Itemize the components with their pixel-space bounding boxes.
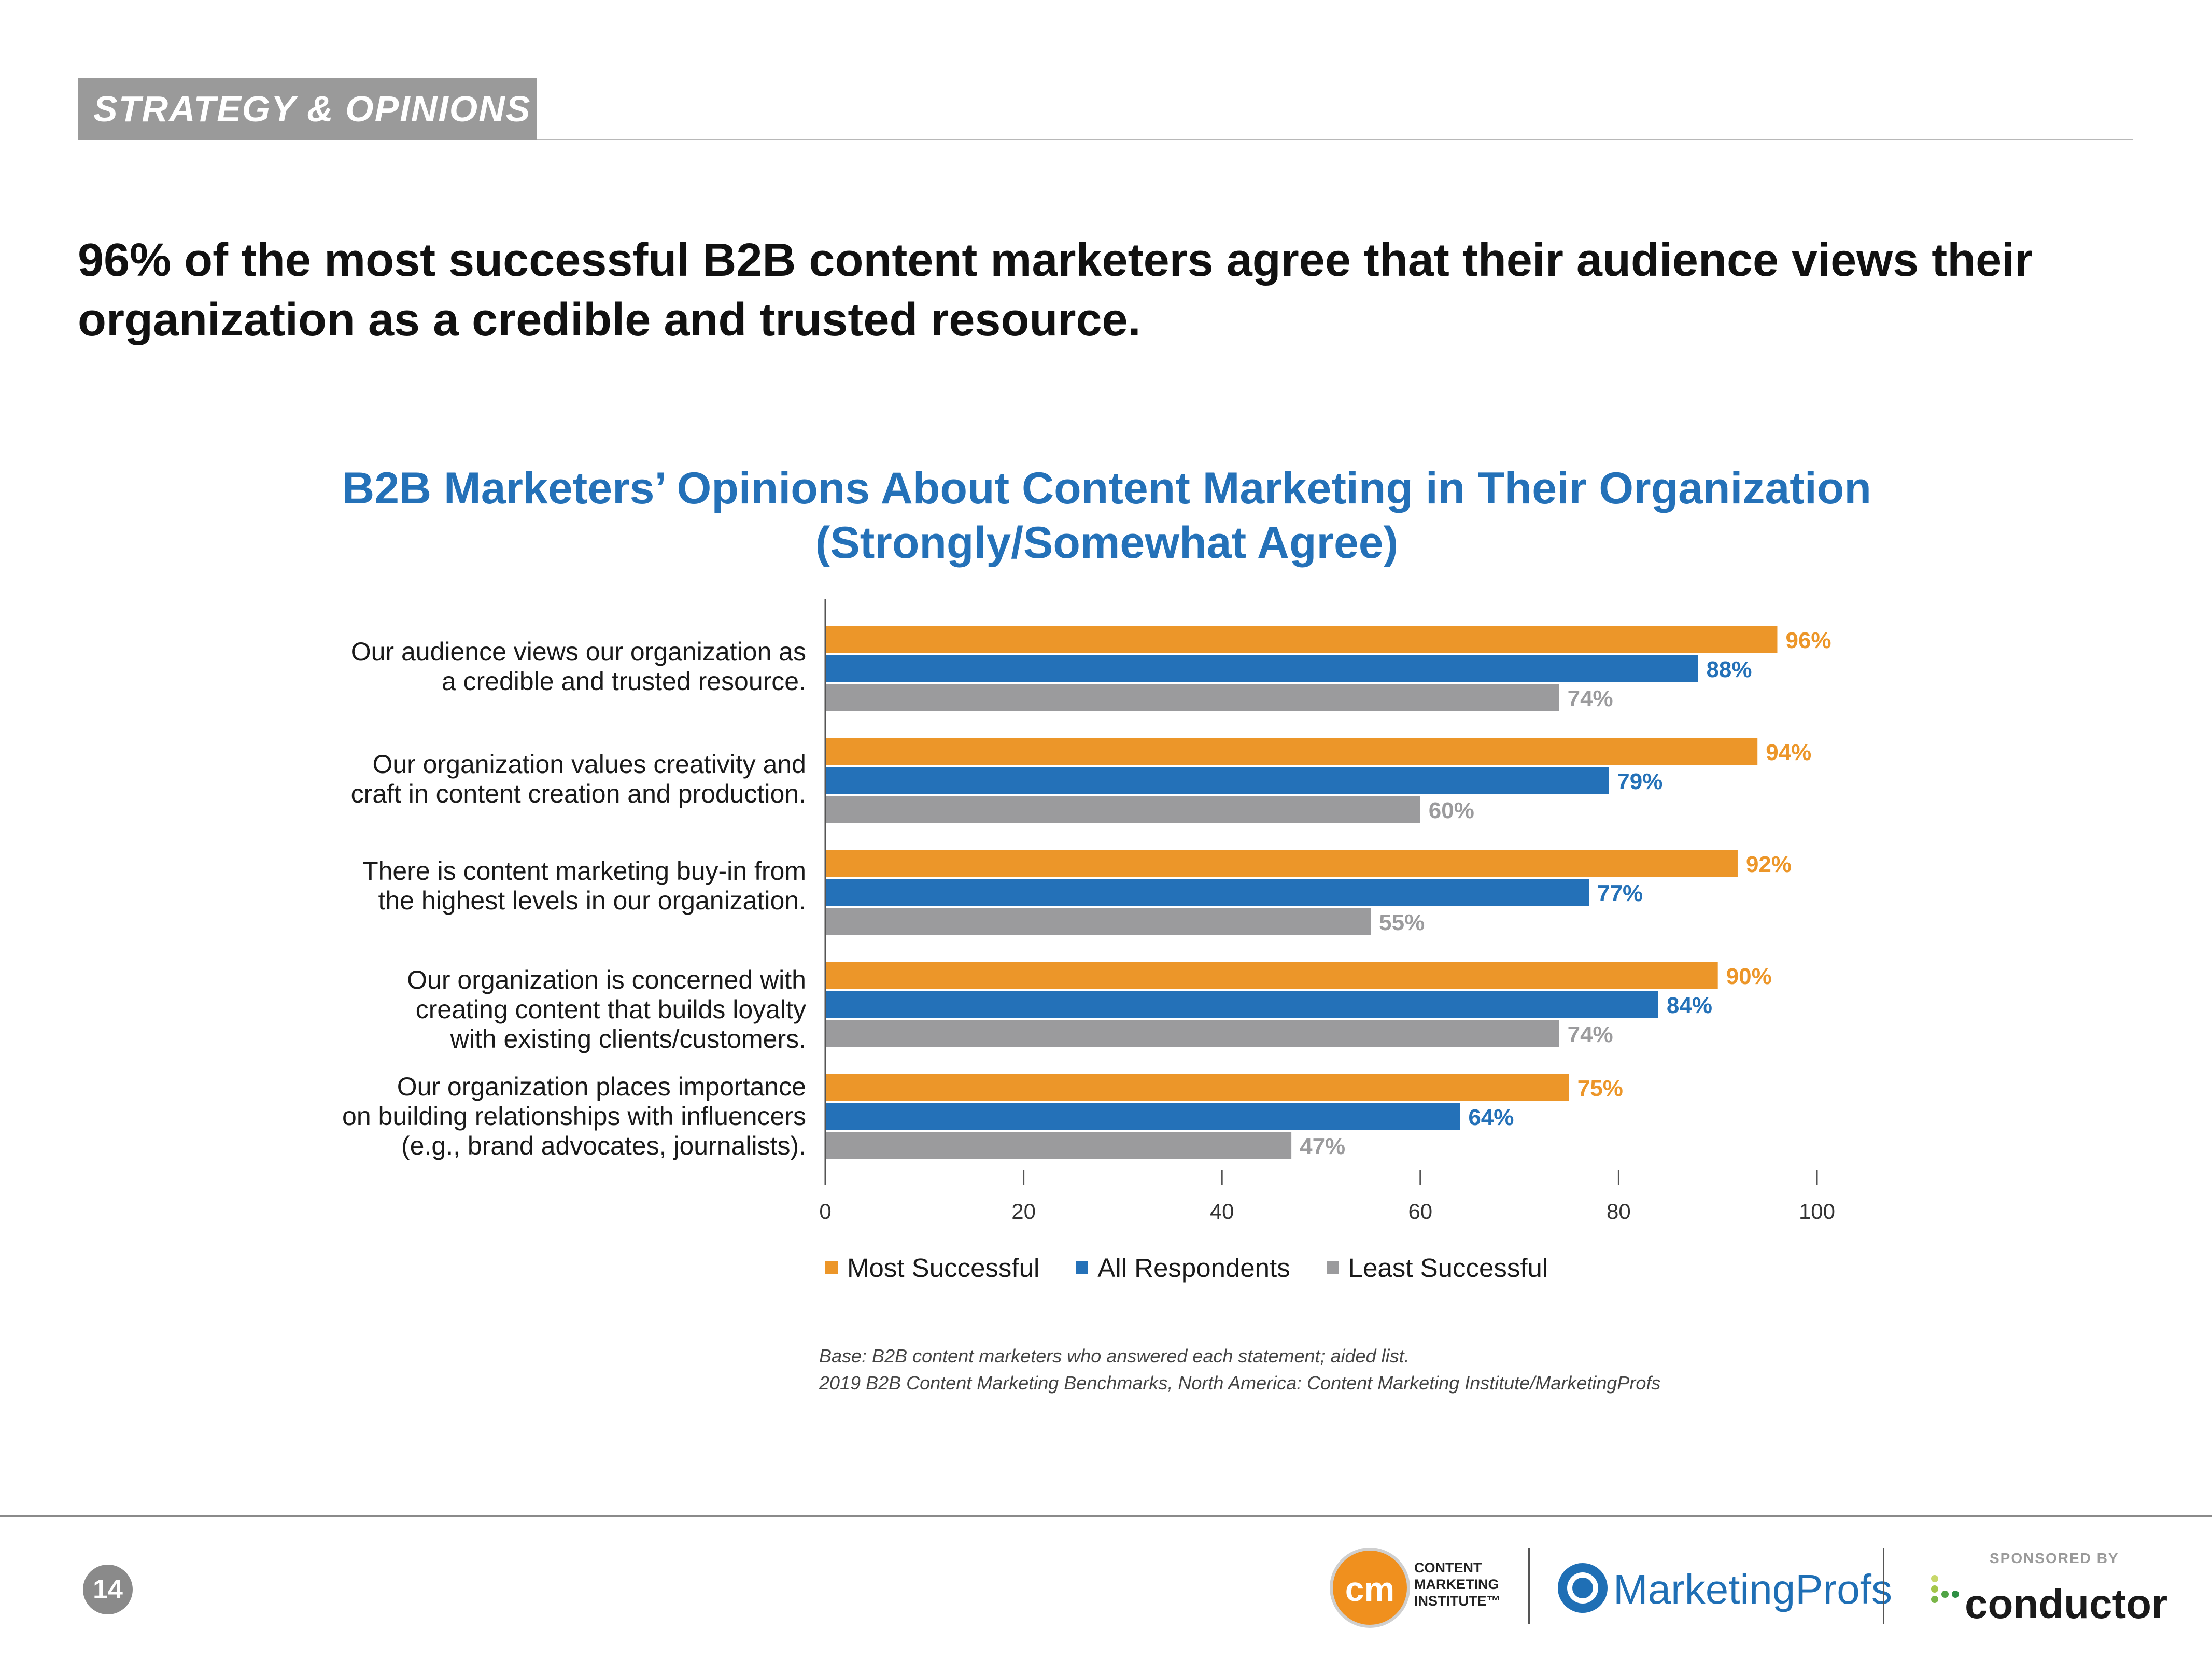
bar-chart: 96% 94% 92% 90% 75% 88% 79% 77% 84% 64% 74% 60% 55% 7…: [819, 599, 1835, 1224]
data-label: 79%: [1617, 769, 1662, 794]
category-label-line: Our organization values creativity and: [372, 750, 806, 779]
data-label: 47%: [1300, 1134, 1345, 1159]
conductor-logo-icon: [1931, 1571, 1962, 1612]
chart-title-block: B2B Marketers’ Opinions About Content Ma…: [290, 461, 1923, 570]
category-label-line: the highest levels in our organization.: [378, 886, 806, 915]
section-divider: [537, 139, 2133, 140]
conductor-dot: [1931, 1585, 1938, 1593]
section-tag: STRATEGY & OPINIONS: [78, 78, 537, 140]
bar: [825, 879, 1589, 906]
category-label-2: Our organization values creativity and c…: [207, 750, 806, 809]
data-label: 88%: [1706, 657, 1752, 682]
chart-title: B2B Marketers’ Opinions About Content Ma…: [342, 463, 1871, 513]
category-label-4: Our organization is concerned with creat…: [207, 965, 806, 1054]
marketingprofs-logo-icon: [1558, 1563, 1608, 1613]
conductor-dot: [1931, 1596, 1938, 1603]
bar: [825, 1103, 1460, 1130]
sponsored-by-label: SPONSORED BY: [1990, 1550, 2119, 1566]
conductor-dot: [1941, 1591, 1949, 1598]
bar: [825, 684, 1559, 711]
category-label-line: a credible and trusted resource.: [441, 667, 806, 696]
legend-swatch: [825, 1261, 838, 1274]
conductor-dot: [1931, 1575, 1938, 1582]
category-label-line: (e.g., brand advocates, journalists).: [401, 1131, 806, 1160]
data-label: 55%: [1379, 910, 1425, 935]
bar: [825, 991, 1658, 1018]
category-label-5: Our organization places importance on bu…: [207, 1072, 806, 1161]
data-label: 96%: [1785, 628, 1831, 653]
data-label: 74%: [1568, 1022, 1613, 1047]
category-label-3: There is content marketing buy-in from t…: [207, 856, 806, 916]
x-tick-label: 40: [1210, 1199, 1234, 1224]
bar: [825, 738, 1758, 765]
bar: [825, 655, 1698, 682]
logo-divider: [1528, 1548, 1530, 1624]
bar: [825, 1074, 1569, 1101]
legend-label: Least Successful: [1348, 1253, 1548, 1283]
data-label: 84%: [1667, 993, 1712, 1018]
category-label-line: Our organization is concerned with: [407, 965, 806, 994]
conductor-name: conductor: [1965, 1581, 2168, 1627]
category-label-line: Our audience views our organization as: [350, 637, 806, 666]
x-tick-label: 0: [819, 1199, 831, 1224]
logo-divider: [1883, 1548, 1884, 1624]
category-label-line: There is content marketing buy-in from: [362, 856, 806, 885]
base-note: Base: B2B content marketers who answered…: [819, 1345, 1410, 1367]
chart-notes: Base: B2B content marketers who answered…: [819, 1343, 1660, 1397]
legend-item-all-respondents: All Respondents: [1076, 1253, 1290, 1283]
bar: [825, 850, 1738, 877]
category-label-line: Our organization places importance: [397, 1072, 806, 1101]
page-number: 14: [83, 1565, 133, 1614]
x-tick-label: 20: [1011, 1199, 1036, 1224]
category-label-1: Our audience views our organization as a…: [207, 637, 806, 696]
legend-item-most-successful: Most Successful: [825, 1253, 1039, 1283]
cmi-name-line: CONTENT: [1414, 1560, 1482, 1576]
bar: [825, 962, 1718, 989]
x-tick-label: 80: [1607, 1199, 1631, 1224]
data-label: 75%: [1577, 1076, 1623, 1101]
marketingprofs-name: MarketingProfs: [1613, 1566, 1892, 1612]
legend-swatch: [1326, 1261, 1339, 1274]
x-tick-label: 100: [1799, 1199, 1835, 1224]
chart-subtitle: (Strongly/Somewhat Agree): [815, 518, 1399, 568]
cmi-name-line: INSTITUTE™: [1414, 1593, 1501, 1609]
data-label: 90%: [1726, 964, 1772, 989]
source-note: 2019 B2B Content Marketing Benchmarks, N…: [819, 1372, 1661, 1394]
data-label: 60%: [1429, 798, 1474, 823]
legend-label: All Respondents: [1097, 1253, 1290, 1283]
category-label-line: creating content that builds loyalty: [415, 995, 806, 1024]
bar: [825, 1132, 1292, 1159]
conductor-dot: [1952, 1591, 1959, 1598]
bar: [825, 1020, 1559, 1047]
category-label-line: with existing clients/customers.: [450, 1024, 806, 1053]
category-label-line: on building relationships with influence…: [342, 1102, 806, 1131]
data-label: 92%: [1746, 852, 1792, 877]
cmi-name: CONTENT MARKETING INSTITUTE™: [1414, 1559, 1501, 1609]
data-label: 64%: [1468, 1105, 1514, 1130]
data-label: 74%: [1568, 686, 1613, 711]
category-label-line: craft in content creation and production…: [350, 779, 806, 808]
chart-legend: Most Successful All Respondents Least Su…: [825, 1252, 1584, 1283]
cmi-name-line: MARKETING: [1414, 1577, 1499, 1592]
page-headline: 96% of the most successful B2B content m…: [78, 234, 2033, 346]
footer-divider: [0, 1515, 2212, 1517]
bar: [825, 626, 1778, 653]
legend-swatch: [1076, 1261, 1089, 1274]
cmi-logo-mark: cm: [1345, 1570, 1395, 1608]
legend-item-least-successful: Least Successful: [1326, 1253, 1548, 1283]
x-tick-label: 60: [1408, 1199, 1432, 1224]
marketingprofs-icon-core: [1572, 1578, 1593, 1598]
data-label: 77%: [1597, 881, 1643, 906]
cmi-logo-icon: cm: [1330, 1548, 1410, 1628]
bar: [825, 796, 1420, 823]
bar: [825, 908, 1371, 935]
data-label: 94%: [1766, 740, 1811, 765]
bar: [825, 767, 1609, 794]
legend-label: Most Successful: [847, 1253, 1040, 1283]
